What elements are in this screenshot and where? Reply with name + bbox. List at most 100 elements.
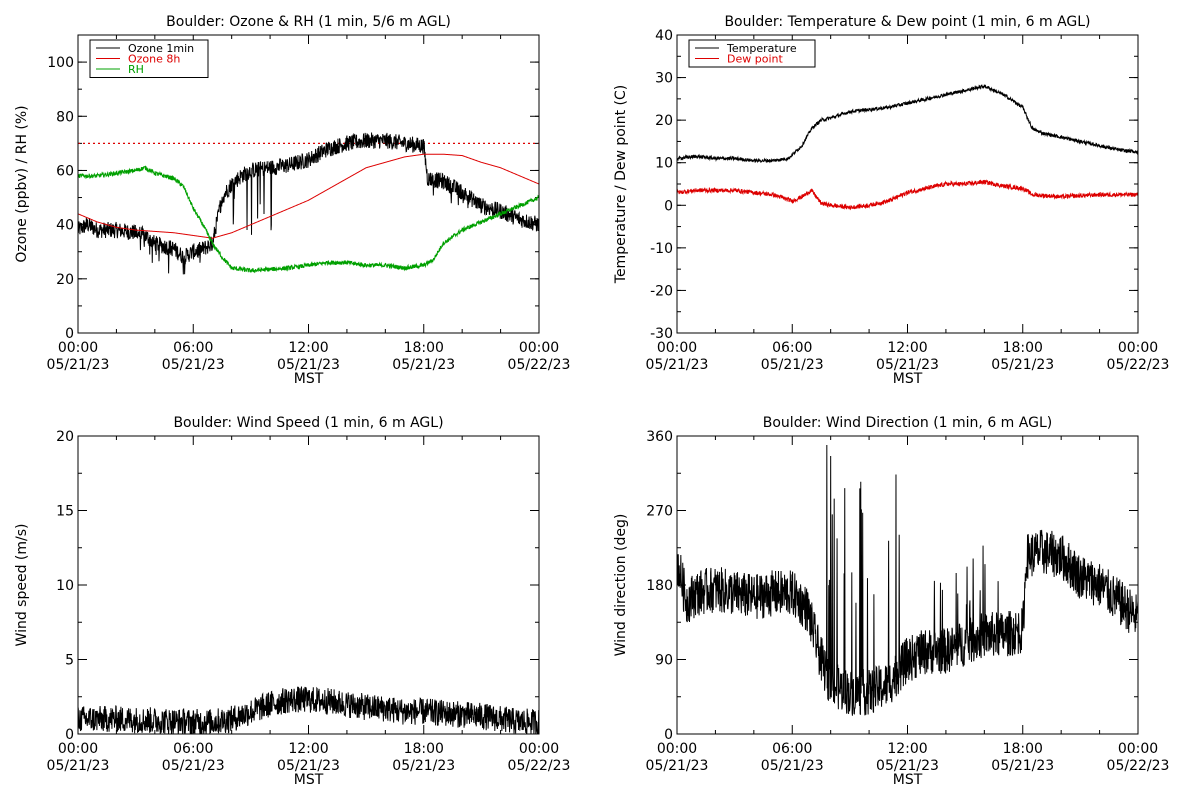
x-tick-time: 06:00 [772, 741, 812, 757]
legend-label: Ozone 8h [128, 53, 180, 66]
x-tick-date: 05/21/23 [991, 758, 1054, 774]
legend-label: Temperature [726, 42, 797, 55]
chart-title: Boulder: Ozone & RH (1 min, 5/6 m AGL) [166, 14, 451, 30]
x-tick-date: 05/21/23 [162, 758, 225, 774]
y-tick-label: 40 [655, 28, 673, 44]
plot-area [78, 132, 539, 275]
x-tick-time: 12:00 [887, 741, 927, 757]
x-tick-time: 00:00 [657, 340, 697, 356]
chart-title: Boulder: Wind Speed (1 min, 6 m AGL) [173, 415, 443, 431]
plot-frame [676, 435, 1139, 735]
y-axis-label: Wind direction (deg) [613, 514, 629, 657]
x-tick-date: 05/21/23 [162, 357, 225, 373]
plot-area [78, 686, 539, 734]
x-tick-time: 00:00 [1118, 741, 1158, 757]
y-tick-label: 100 [47, 55, 74, 71]
y-tick-label: 5 [65, 653, 74, 669]
x-tick-time: 00:00 [1118, 340, 1158, 356]
legend-label: Dew point [727, 53, 783, 66]
x-tick-time: 00:00 [519, 741, 559, 757]
plot-frame [676, 34, 1139, 334]
y-axis-label: Temperature / Dew point (C) [613, 85, 629, 284]
x-tick-date: 05/21/23 [876, 357, 939, 373]
x-tick-date: 05/22/23 [508, 758, 571, 774]
x-axis-label: MST [294, 772, 324, 788]
legend-label: Ozone 1min [128, 42, 194, 55]
y-tick-label: 360 [646, 429, 673, 445]
y-tick-label: -10 [650, 241, 673, 257]
x-tick-date: 05/22/23 [1107, 357, 1170, 373]
x-tick-date: 05/21/23 [761, 758, 824, 774]
legend-box [688, 39, 816, 68]
x-tick-time: 06:00 [173, 340, 213, 356]
y-tick-label: 80 [56, 109, 74, 125]
x-tick-date: 05/22/23 [508, 357, 571, 373]
y-tick-label: 180 [646, 578, 673, 594]
x-axis-label: MST [294, 371, 324, 387]
y-tick-label: 90 [655, 653, 673, 669]
y-tick-label: 10 [655, 156, 673, 172]
x-tick-time: 18:00 [404, 741, 444, 757]
y-tick-label: 20 [56, 272, 74, 288]
x-tick-date: 05/21/23 [646, 357, 709, 373]
y-axis-label: Ozone (ppbv) / RH (%) [14, 105, 30, 262]
y-tick-label: 270 [646, 504, 673, 520]
x-tick-date: 05/21/23 [47, 758, 110, 774]
y-tick-label: 40 [56, 218, 74, 234]
x-axis-label: MST [893, 371, 923, 387]
chart-wind_direction: Boulder: Wind Direction (1 min, 6 m AGL)… [613, 415, 1169, 788]
y-tick-label: 0 [65, 727, 74, 743]
y-tick-label: 0 [664, 198, 673, 214]
y-tick-label: 0 [664, 727, 673, 743]
x-tick-date: 05/21/23 [991, 357, 1054, 373]
y-tick-label: -30 [650, 326, 673, 342]
series-line-ozone-8h [78, 153, 539, 239]
chart-title: Boulder: Temperature & Dew point (1 min,… [724, 14, 1090, 30]
series-line-dew-point [677, 179, 1138, 211]
y-tick-label: 20 [56, 429, 74, 445]
plot-frame [77, 435, 540, 735]
x-tick-time: 00:00 [58, 340, 98, 356]
x-tick-date: 05/22/23 [1107, 758, 1170, 774]
x-tick-date: 05/21/23 [876, 758, 939, 774]
y-tick-label: 15 [56, 504, 74, 520]
y-tick-label: 0 [65, 326, 74, 342]
y-tick-label: 20 [655, 113, 673, 129]
x-tick-date: 05/21/23 [277, 357, 340, 373]
x-tick-time: 12:00 [288, 340, 328, 356]
x-tick-time: 12:00 [887, 340, 927, 356]
plot-area [677, 84, 1138, 211]
plot-frame [77, 34, 540, 334]
x-tick-date: 05/21/23 [47, 357, 110, 373]
series-line-data [677, 444, 1138, 716]
y-tick-label: 10 [56, 578, 74, 594]
x-tick-time: 00:00 [519, 340, 559, 356]
series-line-temperature [677, 84, 1138, 164]
x-axis-label: MST [893, 772, 923, 788]
x-tick-time: 00:00 [657, 741, 697, 757]
x-tick-time: 06:00 [772, 340, 812, 356]
x-tick-date: 05/21/23 [646, 758, 709, 774]
series-line-ozone-1min [78, 132, 539, 275]
x-tick-time: 18:00 [404, 340, 444, 356]
y-tick-label: -20 [650, 283, 673, 299]
x-tick-time: 12:00 [288, 741, 328, 757]
x-tick-date: 05/21/23 [277, 758, 340, 774]
x-tick-time: 06:00 [173, 741, 213, 757]
chart-wind_speed: Boulder: Wind Speed (1 min, 6 m AGL) Wind… [14, 415, 570, 788]
series-line-rh [78, 165, 539, 274]
x-tick-time: 18:00 [1003, 741, 1043, 757]
chart-title: Boulder: Wind Direction (1 min, 6 m AGL) [763, 415, 1052, 431]
x-tick-time: 00:00 [58, 741, 98, 757]
series-line-data [78, 686, 539, 734]
legend-label: RH [128, 63, 144, 76]
chart-ozone_rh: Boulder: Ozone & RH (1 min, 5/6 m AGL) Oz… [14, 14, 570, 387]
plot-area [677, 444, 1138, 716]
x-tick-date: 05/21/23 [392, 357, 455, 373]
x-tick-date: 05/21/23 [761, 357, 824, 373]
chart-temp_dew: Boulder: Temperature & Dew point (1 min,… [613, 14, 1169, 387]
y-tick-label: 60 [56, 163, 74, 179]
